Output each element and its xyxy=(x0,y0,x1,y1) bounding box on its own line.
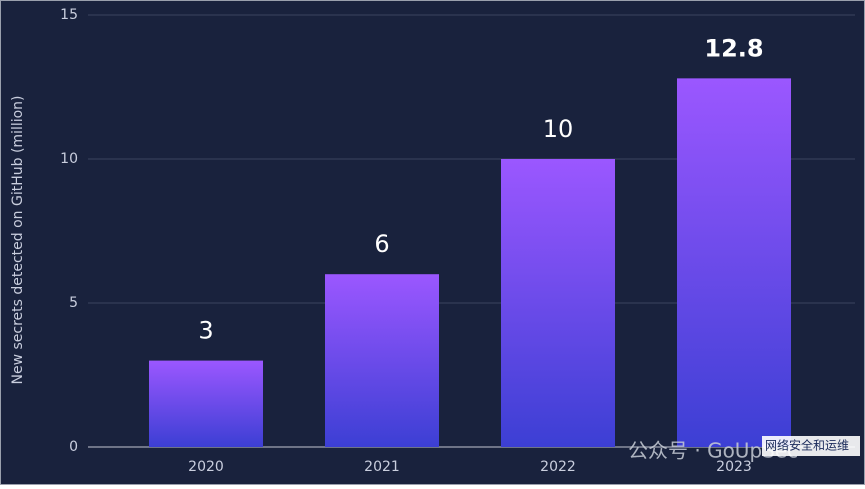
watermark-logo-bg xyxy=(762,436,860,456)
bar xyxy=(149,360,263,447)
value-label: 6 xyxy=(374,230,389,258)
value-label: 10 xyxy=(543,115,574,143)
bar xyxy=(501,159,615,447)
y-tick-label: 15 xyxy=(60,7,78,23)
value-label: 12.8 xyxy=(704,34,763,62)
x-tick-label: 2023 xyxy=(716,459,752,475)
x-tick-label: 2022 xyxy=(540,459,576,475)
x-tick-label: 2020 xyxy=(188,459,224,475)
plot: 0 5 10 15 2020 3 2021 6 2022 10 2023 12.8 xyxy=(60,7,855,475)
y-tick-label: 0 xyxy=(69,439,78,455)
watermark-logo: 网络安全和运维 xyxy=(765,438,849,453)
value-label: 3 xyxy=(198,317,213,345)
bar xyxy=(325,274,439,447)
y-tick-label: 5 xyxy=(69,295,78,311)
y-tick-label: 10 xyxy=(60,151,78,167)
bar xyxy=(677,78,791,448)
x-tick-label: 2021 xyxy=(364,459,400,475)
y-axis-label: New secrets detected on GitHub (million) xyxy=(10,95,26,384)
